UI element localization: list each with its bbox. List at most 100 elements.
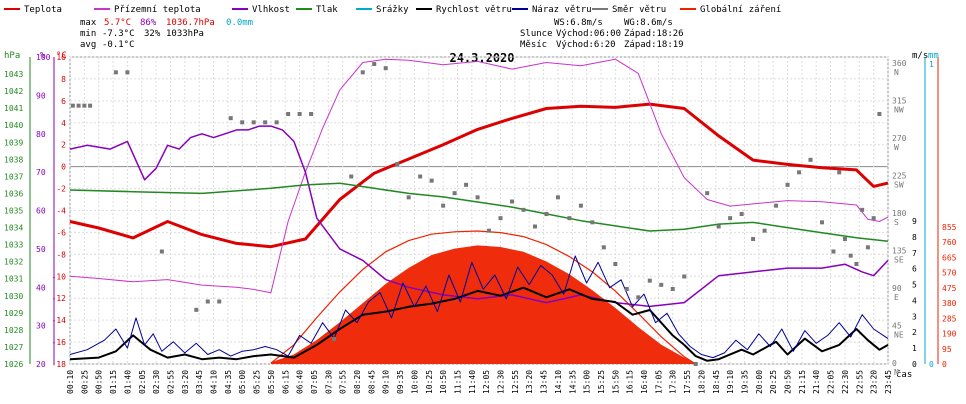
wind-direction-point xyxy=(848,253,853,258)
wind-direction-point xyxy=(647,278,652,283)
press-tick-label: 1030 xyxy=(4,292,23,301)
legend-label: Rychlost větru xyxy=(436,5,512,15)
x-tick-label: 12:05 xyxy=(482,370,491,394)
wind-direction-point xyxy=(682,274,687,279)
wind-direction-point xyxy=(418,174,423,179)
axis-title-rain: mm xyxy=(928,51,939,61)
wind-direction-point xyxy=(797,170,802,175)
x-tick-label: 13:20 xyxy=(525,370,534,394)
dir-tick-label: 270 xyxy=(892,134,907,143)
legend-label: Vlhkost xyxy=(252,5,290,15)
x-tick-label: 04:35 xyxy=(224,370,233,394)
wind-tick-label: 7 xyxy=(912,249,917,258)
temp-tick-label: 4 xyxy=(61,119,66,128)
wind-direction-point xyxy=(716,224,721,229)
wind-direction-point xyxy=(263,120,268,125)
x-tick-label: 15:00 xyxy=(583,370,592,394)
legend-label: Srážky xyxy=(376,5,409,15)
stats-min-label: min xyxy=(80,29,96,39)
x-tick-label: 06:15 xyxy=(281,370,290,394)
temp-tick-label: -12 xyxy=(52,294,67,303)
press-tick-label: 1033 xyxy=(4,241,23,250)
x-tick-label: 09:35 xyxy=(396,370,405,394)
temp-tick-label: -18 xyxy=(52,360,67,369)
wind-direction-point xyxy=(808,157,813,162)
wind-direction-point xyxy=(383,66,388,71)
series-layer xyxy=(69,58,889,362)
hum-tick-label: 100 xyxy=(36,53,51,62)
axis-title-wind: m/s xyxy=(912,51,928,61)
wind-direction-point xyxy=(76,103,81,108)
series-náraz-větru xyxy=(69,255,889,359)
info-sun-set: Západ:18:26 xyxy=(624,29,684,39)
x-tick-label: 07:30 xyxy=(324,370,333,394)
x-tick-label: 23:20 xyxy=(870,370,879,394)
press-tick-label: 1026 xyxy=(4,360,23,369)
x-tick-label: 17:05 xyxy=(654,370,663,394)
wind-direction-point xyxy=(624,287,629,291)
x-tick-label: 23:45 xyxy=(884,370,893,394)
dir-tick-compass: NW xyxy=(894,106,904,115)
x-tick-label: 22:05 xyxy=(827,370,836,394)
press-tick-label: 1042 xyxy=(4,87,23,96)
press-tick-label: 1028 xyxy=(4,326,23,335)
rad-tick-label: 95 xyxy=(942,345,952,354)
wind-direction-point xyxy=(532,224,537,229)
wind-direction-point xyxy=(762,228,767,233)
dir-tick-compass: NE xyxy=(894,331,904,340)
wind-direction-point xyxy=(395,162,400,166)
legend-label: Přízemní teplota xyxy=(114,5,201,15)
x-tick-label: 00:25 xyxy=(80,370,89,394)
press-tick-label: 1041 xyxy=(4,104,23,113)
series-tlak xyxy=(69,182,889,242)
dir-tick-compass: S xyxy=(894,218,899,227)
wind-direction-point xyxy=(521,207,526,212)
dir-tick-compass: N xyxy=(894,68,899,77)
x-tick-label: 20:50 xyxy=(784,370,793,394)
x-tick-label: 09:10 xyxy=(382,370,391,394)
wind-direction-point xyxy=(567,216,572,221)
rad-tick-label: 665 xyxy=(942,253,957,262)
wind-direction-point xyxy=(475,195,480,200)
x-tick-label: 19:35 xyxy=(740,370,749,394)
stats-max-press: 1036.7hPa xyxy=(166,18,215,28)
wind-direction-point xyxy=(601,245,606,250)
stats-panel: max 5.7°C 86% 1036.7hPa 0.0mm min -7.3°C… xyxy=(80,18,253,50)
x-tick-label: 10:50 xyxy=(439,370,448,394)
info-moon-rise: Východ:6:20 xyxy=(556,40,616,50)
wind-direction-point xyxy=(487,228,492,233)
wind-direction-point xyxy=(372,62,377,66)
x-tick-label: 04:10 xyxy=(210,370,219,394)
dir-tick-label: 90 xyxy=(892,284,902,293)
wind-tick-label: 1 xyxy=(912,344,917,353)
temp-tick-label: 0 xyxy=(61,163,66,172)
wind-direction-point xyxy=(205,299,210,304)
wind-direction-point xyxy=(705,191,710,196)
x-tick-label: 11:15 xyxy=(453,370,462,394)
press-tick-label: 1040 xyxy=(4,121,23,130)
axis-title-time: čas xyxy=(896,369,912,380)
x-tick-label: 18:20 xyxy=(697,370,706,394)
wind-direction-point xyxy=(860,207,865,212)
x-tick-label: 05:00 xyxy=(238,370,247,394)
wind-direction-point xyxy=(590,220,595,225)
hum-tick-label: 80 xyxy=(36,130,46,139)
x-tick-label: 03:20 xyxy=(181,370,190,394)
temp-tick-label: 6 xyxy=(61,97,66,106)
press-tick-label: 1029 xyxy=(4,309,23,318)
wind-direction-point xyxy=(349,174,354,179)
temp-tick-label: 2 xyxy=(61,141,66,150)
wind-direction-point xyxy=(406,195,411,200)
legend: Teplota Přízemní teplota Vlhkost Tlak Srážky… xyxy=(4,5,781,15)
temp-tick-label: 10 xyxy=(56,53,66,62)
dir-tick-label: 180 xyxy=(892,209,907,218)
temp-tick-label: 8 xyxy=(61,75,66,84)
dir-tick-label: 135 xyxy=(892,247,907,256)
dir-tick-label: 45 xyxy=(892,322,902,331)
stats-max-label: max xyxy=(80,18,97,28)
wind-direction-point xyxy=(125,70,130,75)
temp-tick-label: -10 xyxy=(52,272,67,281)
rad-tick-label: 190 xyxy=(942,330,957,339)
x-tick-label: 08:20 xyxy=(353,370,362,394)
